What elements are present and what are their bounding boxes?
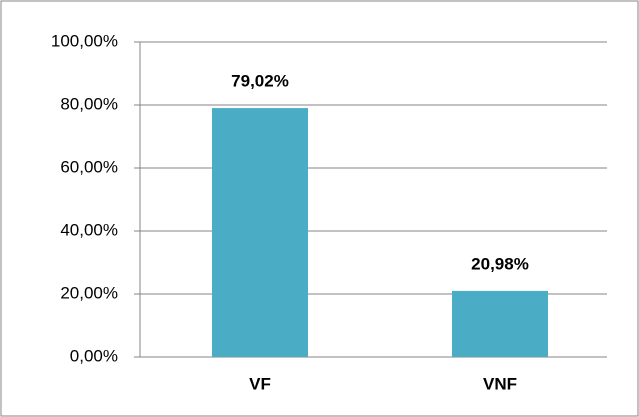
bar <box>212 108 308 357</box>
y-tick-label: 0,00% <box>70 346 118 365</box>
y-tick-label: 20,00% <box>60 283 118 302</box>
y-tick-label: 60,00% <box>60 157 118 176</box>
x-tick-label: VF <box>249 374 271 393</box>
y-tick-label: 80,00% <box>60 94 118 113</box>
data-label: 79,02% <box>231 72 289 91</box>
bar <box>452 290 548 357</box>
y-tick-label: 100,00% <box>51 31 118 50</box>
x-tick-label: VNF <box>483 374 517 393</box>
data-label: 20,98% <box>471 254 529 273</box>
y-tick-label: 40,00% <box>60 220 118 239</box>
